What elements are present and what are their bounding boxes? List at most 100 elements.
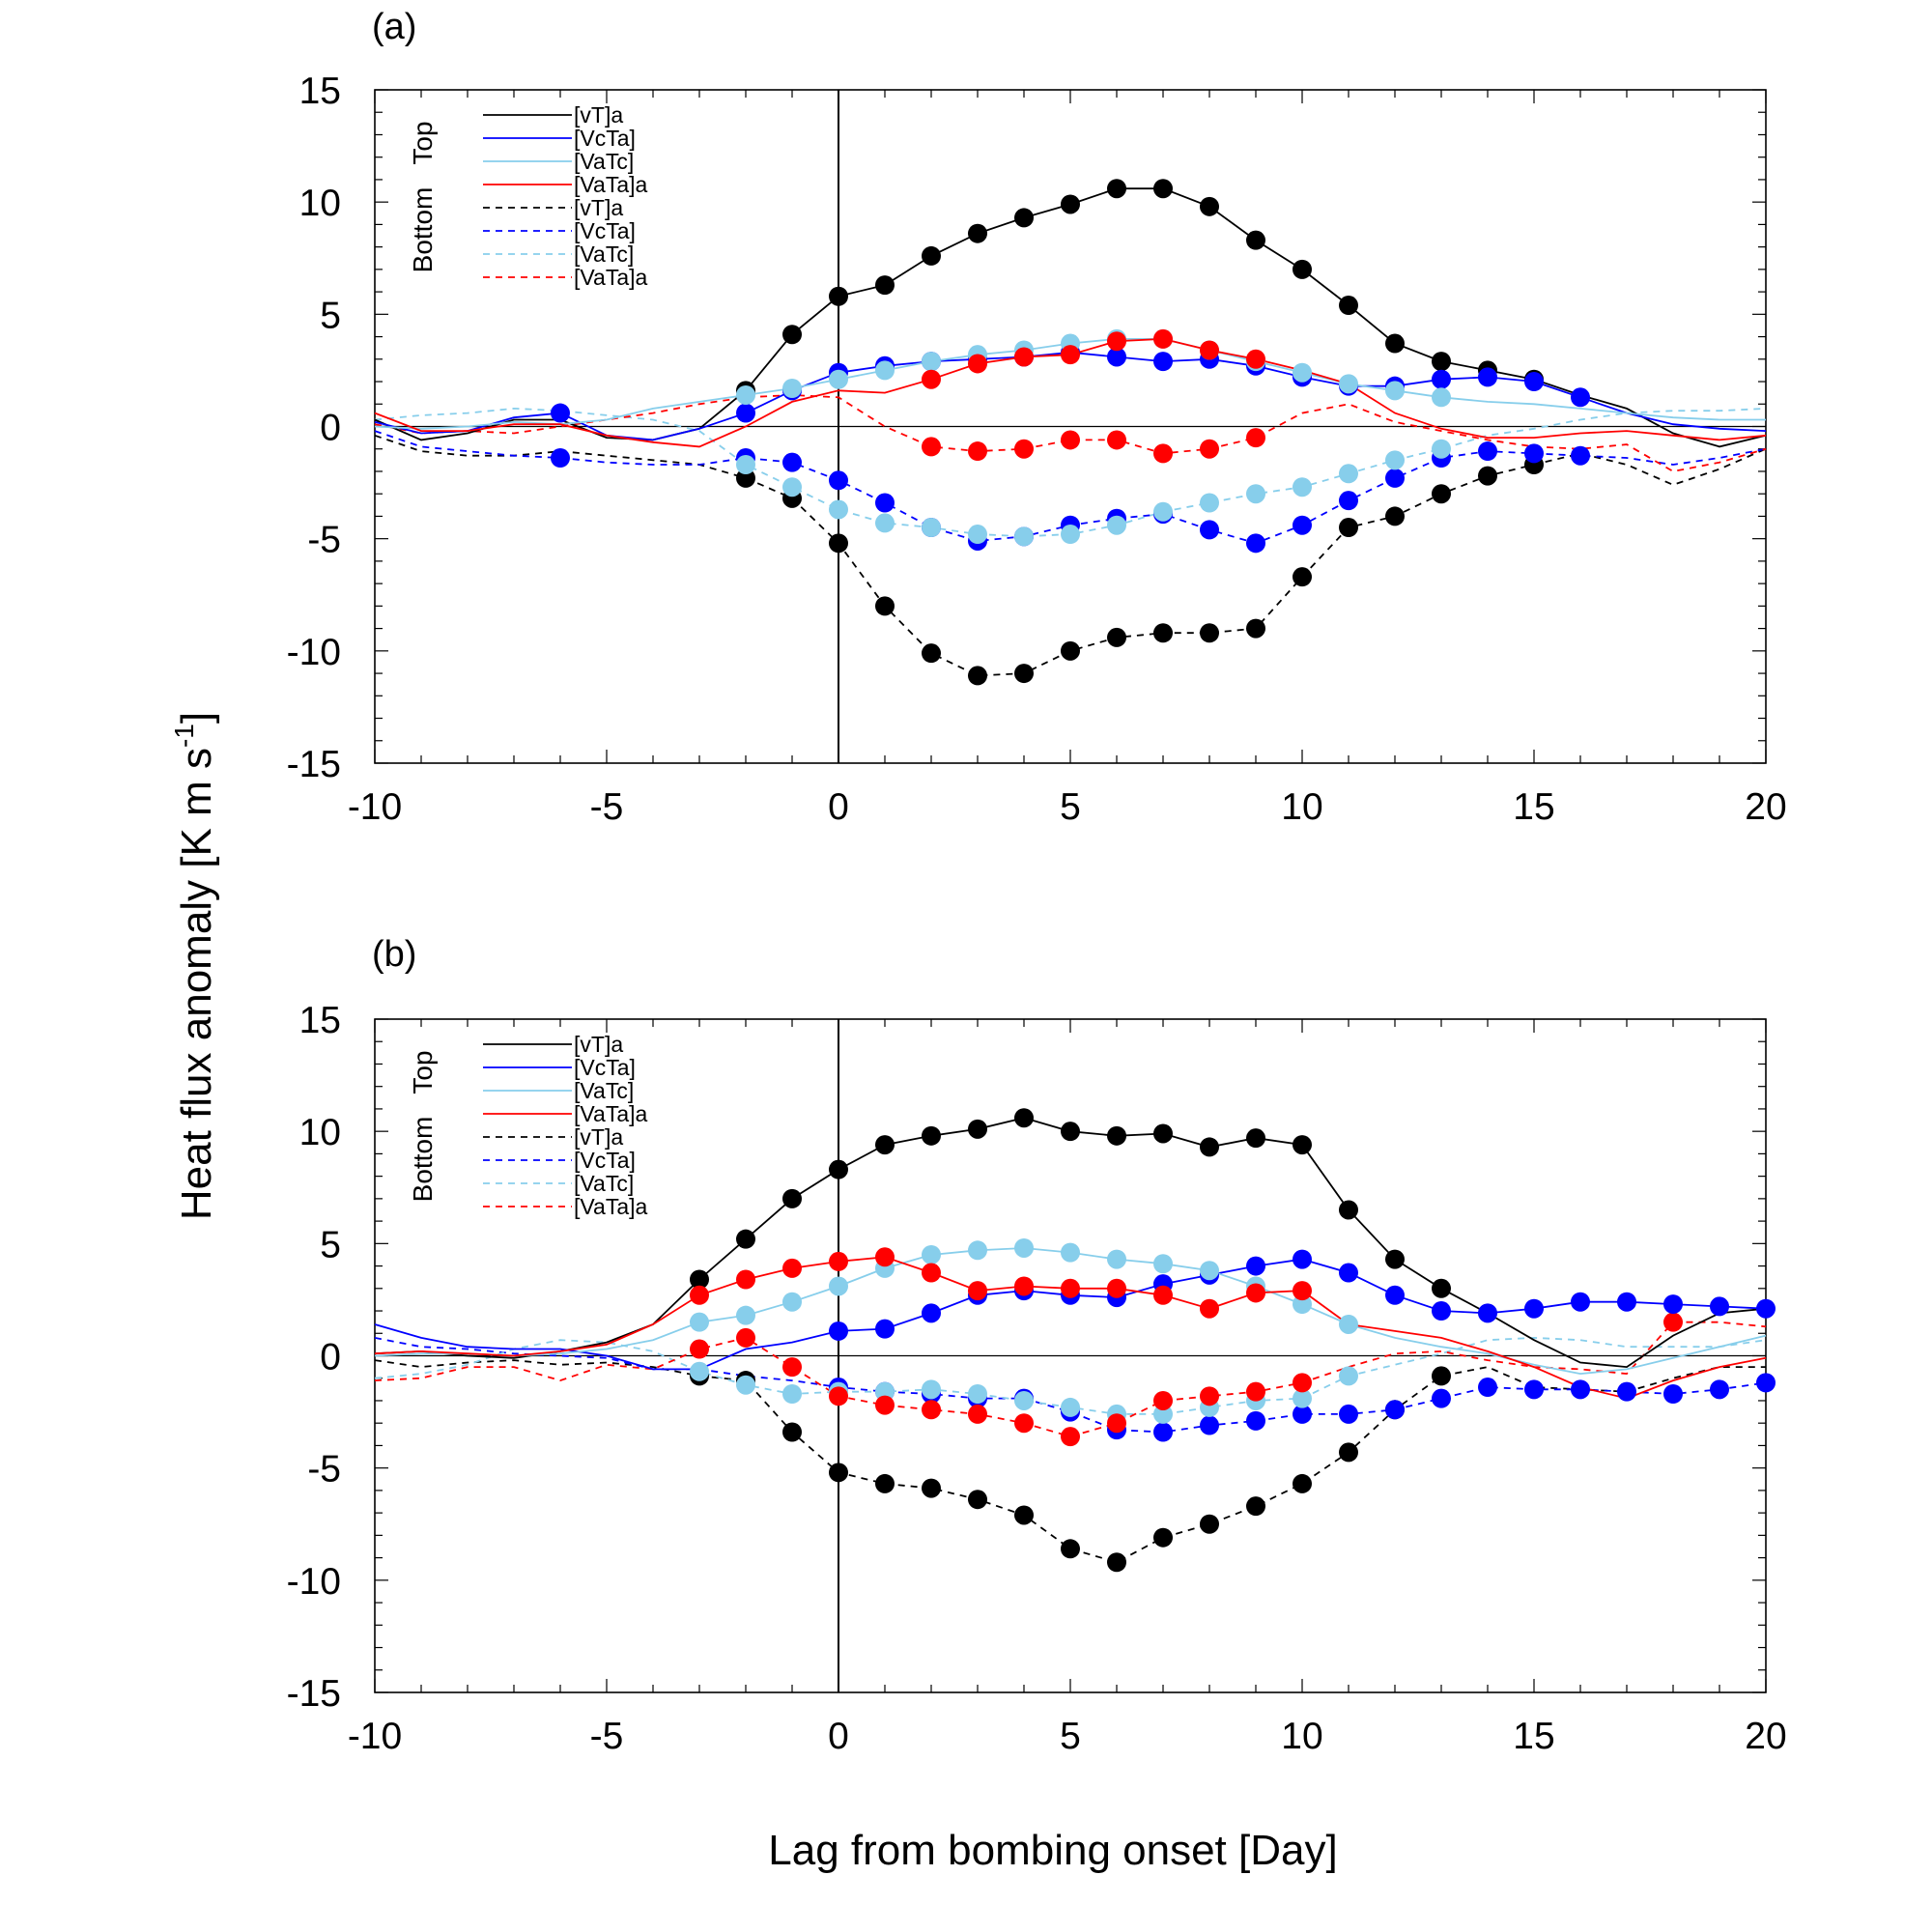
- panel-a-x-tick-label: -5: [590, 786, 624, 828]
- panel-a-series-top-vataa-point: [922, 369, 941, 389]
- panel-b-x-tick-label: -10: [348, 1716, 402, 1757]
- panel-a-series-bottom-vataa-markers: [922, 428, 1265, 464]
- panel-a-legend-group-top: Top: [408, 121, 438, 164]
- panel-b-series-top-vta-point: [922, 1125, 941, 1146]
- panel-a-series-top-vta-point: [1293, 259, 1312, 279]
- panel-a-legend-label: [VcTa]: [574, 126, 636, 151]
- panel-b-legend-label: [VcTa]: [574, 1055, 636, 1080]
- panel-b-series-top-vatc-point: [1153, 1254, 1173, 1274]
- panel-b-series-bottom-vta-point: [1432, 1366, 1451, 1386]
- panel-a-series-top-vcta-point: [1107, 347, 1126, 367]
- panel-b-series-bottom-vcta-point: [1432, 1388, 1451, 1408]
- panel-a-legend-label: [VaTc]: [574, 242, 634, 267]
- panel-b-series-top-vcta-point: [1246, 1256, 1265, 1276]
- panel-a-series-bottom-vta-point: [1385, 506, 1405, 526]
- panel-a-series-top-vcta-point: [1153, 352, 1173, 372]
- panel-b-series-top-vatc-point: [922, 1244, 941, 1264]
- panel-b-x-tick-label: 20: [1745, 1716, 1786, 1757]
- panel-b-series-top-vcta-point: [1385, 1285, 1405, 1305]
- panel-a-series-bottom-vta-point: [1061, 640, 1080, 661]
- panel-b-series-bottom-vcta-point: [1478, 1378, 1497, 1398]
- panel-b-series-bottom-vta-point: [1061, 1539, 1080, 1559]
- panel-b-series-top-vta-point: [1107, 1125, 1126, 1146]
- panel-a-legend: [vT]a[VcTa][VaTc][VaTa]a[vT]a[VcTa][VaTc…: [408, 102, 647, 290]
- panel-a-series-bottom-vataa-point: [1200, 439, 1219, 459]
- panel-a-series-bottom-vcta-point: [1200, 520, 1219, 540]
- panel-b-series-top-vta-point: [1293, 1135, 1312, 1155]
- panel-b-legend-label: [VaTc]: [574, 1171, 634, 1196]
- panel-b-series-top-vta-point: [1432, 1278, 1451, 1298]
- panel-b-series-top-vataa-point: [782, 1258, 802, 1278]
- panel-b-series-bottom-vatc-point: [968, 1383, 987, 1404]
- y-axis-title-main: Heat flux anomaly [K m s: [173, 748, 220, 1220]
- panel-a-series-bottom-vatc-point: [1061, 525, 1080, 545]
- panel-b-series-bottom-vataa-markers: [690, 1312, 1683, 1447]
- panel-b-series-top-vatc-point: [1200, 1261, 1219, 1281]
- panel-a-series-top-vatc-point: [875, 360, 895, 381]
- panel-b-series-bottom-vataa-point: [875, 1395, 895, 1415]
- panel-b-series-top-vataa-point: [1200, 1298, 1219, 1319]
- panel-b-series-bottom-vcta-point: [1246, 1410, 1265, 1431]
- panel-b-legend-group-top: Top: [408, 1050, 438, 1094]
- panel-b-legend-label: [VaTa]a: [574, 1101, 647, 1126]
- panel-a-legend-label: [vT]a: [574, 102, 623, 128]
- panel-a-series-bottom-vatc-point: [782, 477, 802, 497]
- y-axis-title-superscript: -1: [169, 724, 199, 748]
- panel-b-series-top-vataa-point: [829, 1251, 848, 1271]
- panel-a-series-top-vatc-point: [1385, 381, 1405, 401]
- panel-a-series-bottom-vatc-markers: [736, 439, 1451, 547]
- panel-a-series-bottom-vcta-point: [1246, 533, 1265, 554]
- panel-b-series-bottom-vatc-point: [1153, 1404, 1173, 1424]
- panel-a-series-top-vta-point: [1246, 230, 1265, 250]
- panel-a-series-bottom-vatc-point: [736, 454, 755, 474]
- panel-a-series-top-vta-point: [1107, 179, 1126, 199]
- panel-b-series-bottom-vta-point: [875, 1473, 895, 1493]
- panel-a-series-top-vta-point: [968, 223, 987, 243]
- panel-a-series-top-vataa-point: [1014, 347, 1034, 367]
- panel-a-series-bottom-vatc-point: [1014, 526, 1034, 547]
- panel-b-series-bottom-vcta-point: [1339, 1404, 1358, 1424]
- panel-b-series-bottom-vataa-point: [1293, 1373, 1312, 1393]
- panel-b-series-bottom-vataa-point: [829, 1386, 848, 1406]
- panel-b-series-bottom-vta-point: [922, 1478, 941, 1498]
- panel-b-series-top-vta-point: [829, 1159, 848, 1179]
- panel-a-series-bottom-vatc-point: [968, 525, 987, 545]
- panel-b-ticks: [374, 1018, 1767, 1693]
- panel-a-series-top-vatc-point: [1339, 374, 1358, 394]
- panel-b-x-tick-label: -5: [590, 1716, 624, 1757]
- panel-b-series-bottom-vataa-point: [968, 1404, 987, 1424]
- panel-a-series-top-vta-point: [1385, 333, 1405, 354]
- panel-b-series-top-vta-point: [1385, 1249, 1405, 1269]
- panel-a-series-top-vataa-point: [1200, 340, 1219, 360]
- panel-b-series-bottom-vatc-point: [690, 1361, 709, 1381]
- panel-b-series-bottom-vataa-point: [1107, 1413, 1126, 1434]
- panel-b-series-bottom-vatc-point: [1293, 1388, 1312, 1408]
- panel-b-series-bottom-vcta-point: [1385, 1400, 1405, 1420]
- panel-b-series-top-vta-point: [1153, 1123, 1173, 1144]
- panel-b-x-tick-label: 5: [1060, 1716, 1081, 1757]
- panel-b-series-top-vta-point: [782, 1188, 802, 1208]
- panel-b-series-top-vta-markers: [690, 1108, 1451, 1298]
- panel-a-series-top-vta-point: [1200, 196, 1219, 216]
- panel-a-series-bottom-vatc-point: [1339, 464, 1358, 484]
- panel-b-series-bottom-vta-point: [968, 1490, 987, 1510]
- panel-b-series-bottom-vta-point: [1153, 1527, 1173, 1548]
- panel-b-series-bottom-vataa-point: [782, 1357, 802, 1378]
- panel-b-series-top-vatc-point: [782, 1292, 802, 1312]
- panel-b-series-top-vataa-point: [922, 1263, 941, 1283]
- panel-a-series-top-vcta-point: [736, 403, 755, 423]
- panel-b-series-bottom-vatc-point: [1061, 1397, 1080, 1417]
- panel-a-series-top-vatc-point: [1293, 362, 1312, 383]
- panel-b-legend-group-bottom: Bottom: [408, 1117, 438, 1203]
- panel-b-series-bottom-vataa-point: [736, 1327, 755, 1348]
- panel-a-series-bottom-vataa-point: [968, 441, 987, 462]
- panel-b-series-bottom-vatc-point: [922, 1379, 941, 1400]
- panel-b-legend: [vT]a[VcTa][VaTc][VaTa]a[vT]a[VcTa][VaTc…: [408, 1032, 647, 1219]
- panel-a-series-bottom-vcta-point: [1339, 491, 1358, 511]
- panel-a-series-bottom-vataa-point: [1107, 430, 1126, 450]
- panel-a-series-top-vta-point: [829, 286, 848, 306]
- panel-a-series-top-vta-point: [1432, 352, 1451, 372]
- panel-b-series-top-vta-point: [1200, 1137, 1219, 1157]
- panel-b-series-bottom-vatc-point: [875, 1381, 895, 1402]
